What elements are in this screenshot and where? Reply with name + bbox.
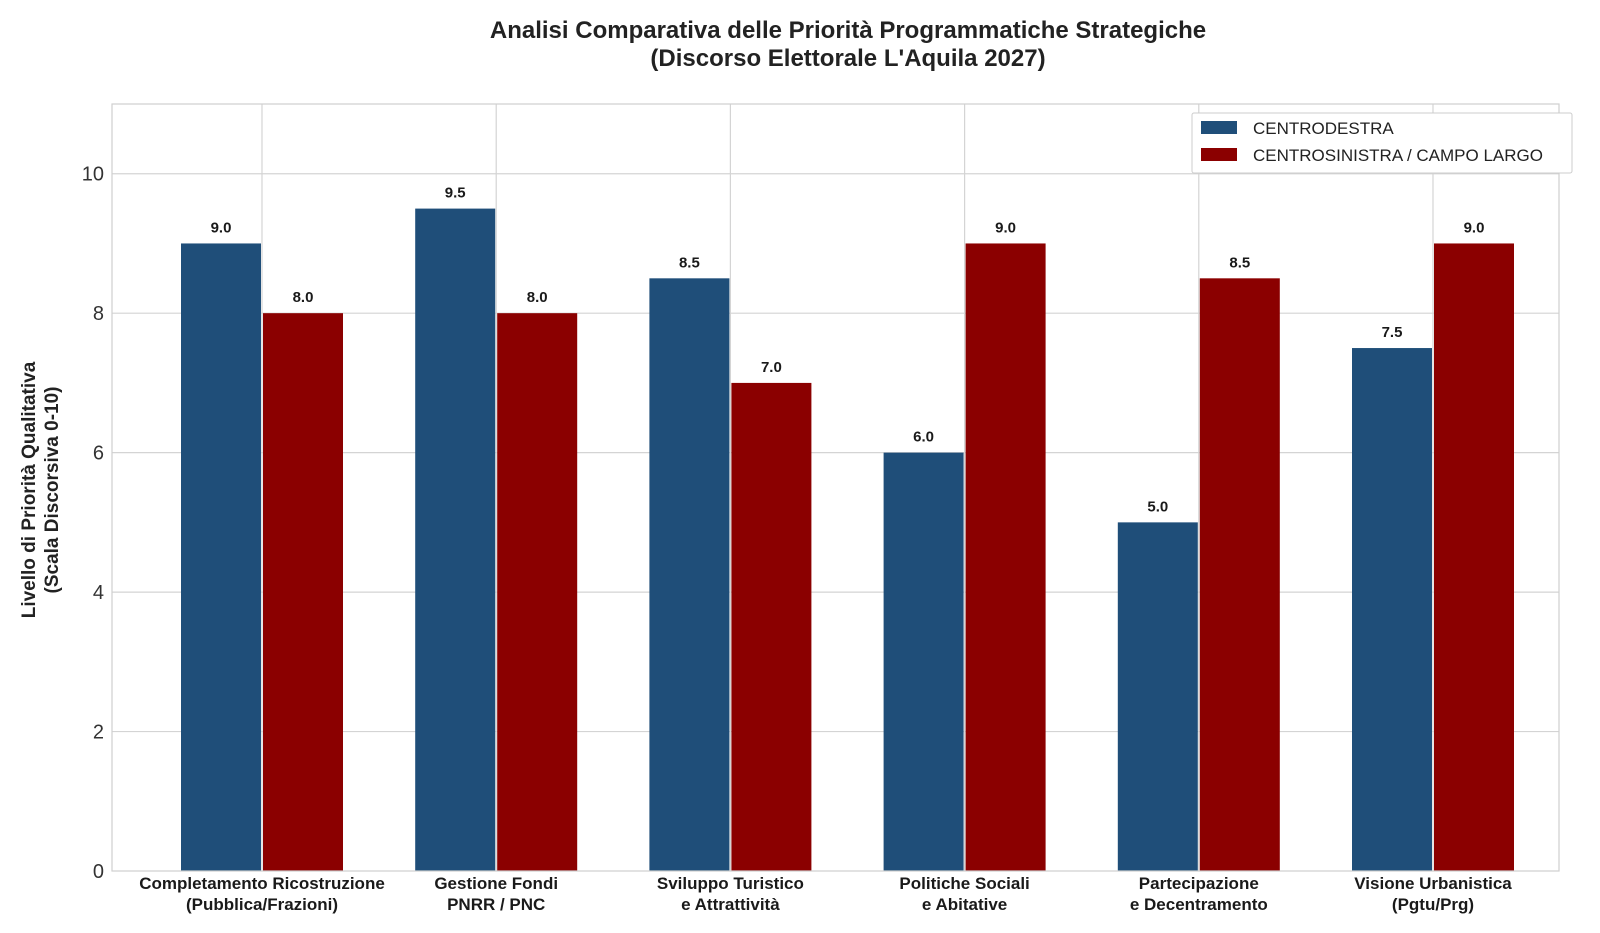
legend-label-centrosinistra: CENTROSINISTRA / CAMPO LARGO <box>1253 146 1543 165</box>
bars <box>181 208 1514 872</box>
y-tick-label: 10 <box>82 164 104 186</box>
legend-swatch-centrodestra <box>1201 121 1237 134</box>
bar-centrosinistra <box>263 313 343 871</box>
bar-value-label: 7.5 <box>1382 324 1403 341</box>
bar-centrosinistra <box>1199 278 1280 871</box>
x-tick-label: Partecipazione <box>1139 874 1259 893</box>
y-axis-label: Livello di Priorità Qualitativa (Scala D… <box>19 361 63 618</box>
bar-centrosinistra <box>497 313 578 871</box>
bar-centrodestra <box>1117 522 1198 871</box>
legend: CENTRODESTRA CENTROSINISTRA / CAMPO LARG… <box>1191 112 1573 174</box>
y-axis-label-line-1: Livello di Priorità Qualitativa <box>19 361 40 618</box>
chart-title-line-2: (Discorso Elettorale L'Aquila 2027) <box>650 45 1045 72</box>
x-tick-label: Gestione Fondi <box>434 874 558 893</box>
bar-centrodestra <box>1352 348 1432 872</box>
x-tick-label: Politiche Sociali <box>899 874 1029 893</box>
x-tick-label: e Abitative <box>922 895 1007 914</box>
y-tick-label: 4 <box>93 582 104 604</box>
bar-value-label: 9.0 <box>1464 219 1485 236</box>
chart-title-line-1: Analisi Comparativa delle Priorità Progr… <box>490 17 1206 44</box>
x-tick-label: Completamento Ricostruzione <box>139 874 385 893</box>
bar-value-label: 5.0 <box>1147 498 1168 515</box>
x-tick-label: (Pgtu/Prg) <box>1392 895 1474 914</box>
legend-swatch-centrosinistra <box>1201 148 1237 161</box>
bar-value-label: 9.0 <box>211 219 232 236</box>
bar-value-label: 8.5 <box>679 254 700 271</box>
grid <box>112 104 1559 871</box>
bar-centrodestra <box>181 243 261 872</box>
bar-value-label: 9.0 <box>995 219 1016 236</box>
bar-centrosinistra <box>1434 243 1514 872</box>
bar-centrodestra <box>649 278 730 871</box>
bar-value-label: 8.0 <box>293 289 314 306</box>
y-tick-label: 2 <box>93 722 104 744</box>
x-tick-label: e Decentramento <box>1130 895 1268 914</box>
y-axis-label-line-2: (Scala Discorsiva 0-10) <box>42 386 63 593</box>
x-tick-label: Sviluppo Turistico <box>657 874 804 893</box>
x-axis-ticks: Completamento Ricostruzione (Pubblica/Fra… <box>139 874 1512 914</box>
bar-value-label: 6.0 <box>913 429 934 446</box>
bar-centrodestra <box>415 208 496 871</box>
bar-value-label: 9.5 <box>445 185 466 202</box>
legend-box <box>1191 112 1573 174</box>
y-tick-label: 6 <box>93 443 104 465</box>
bar-value-label: 7.0 <box>761 359 782 376</box>
value-labels: 9.0 8.0 9.5 8.0 8.5 7.0 6.0 9.0 5.0 8.5 7.5 9.0 <box>211 185 1485 516</box>
legend-label-centrodestra: CENTRODESTRA <box>1253 119 1394 138</box>
bar-centrosinistra <box>731 382 812 871</box>
bar-value-label: 8.0 <box>527 289 548 306</box>
x-tick-label: Visione Urbanistica <box>1354 874 1512 893</box>
bar-centrosinistra <box>965 243 1046 872</box>
y-tick-label: 0 <box>93 861 104 883</box>
y-axis-ticks: 0 2 4 6 8 10 <box>82 164 104 883</box>
bar-centrodestra <box>883 452 964 871</box>
plot-frame <box>111 103 1560 872</box>
y-tick-label: 8 <box>93 303 104 325</box>
bar-value-label: 8.5 <box>1229 254 1250 271</box>
x-tick-label: e Attrattività <box>681 895 780 914</box>
x-tick-label: (Pubblica/Frazioni) <box>186 895 338 914</box>
x-tick-label: PNRR / PNC <box>447 895 545 914</box>
